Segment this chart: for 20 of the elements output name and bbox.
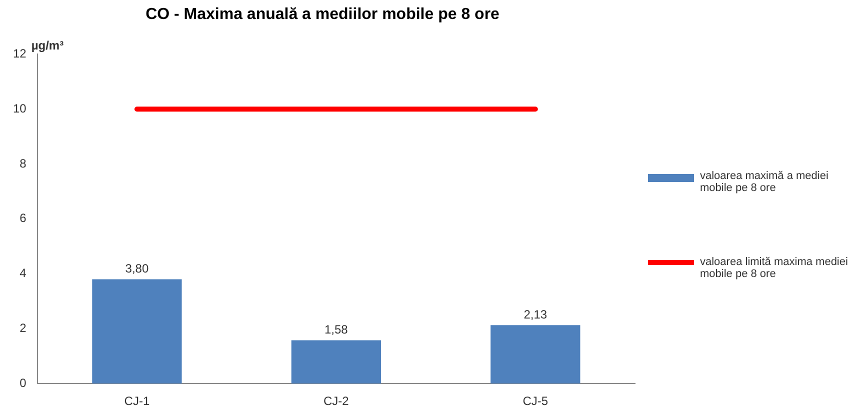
x-tick-label: CJ-5	[522, 394, 548, 408]
data-label: 1,58	[324, 322, 348, 337]
y-tick-label: 12	[12, 46, 27, 61]
y-tick-label: 0	[20, 376, 27, 390]
chart-title: CO - Maxima anuală a mediilor mobile pe 8 ore	[146, 6, 500, 24]
legend-label: valoarea limită maxima mediei mobile pe 8 ore	[700, 256, 849, 280]
data-label: 2,13	[524, 307, 548, 322]
bar	[291, 340, 381, 384]
bar	[92, 279, 182, 384]
data-label: 3,80	[125, 262, 149, 276]
y-axis-title: µg/m³	[31, 38, 64, 53]
y-tick-label: 8	[20, 156, 27, 170]
bar	[490, 325, 580, 384]
y-tick-label: 6	[20, 211, 27, 226]
y-tick-label: 10	[12, 101, 27, 116]
x-tick-label: CJ-2	[324, 394, 350, 408]
x-tick-label: CJ-1	[124, 394, 150, 408]
legend-label: valoarea maximă a mediei mobile pe 8 ore	[700, 170, 830, 194]
y-tick-label: 4	[20, 266, 27, 280]
y-tick-label: 2	[20, 321, 27, 336]
